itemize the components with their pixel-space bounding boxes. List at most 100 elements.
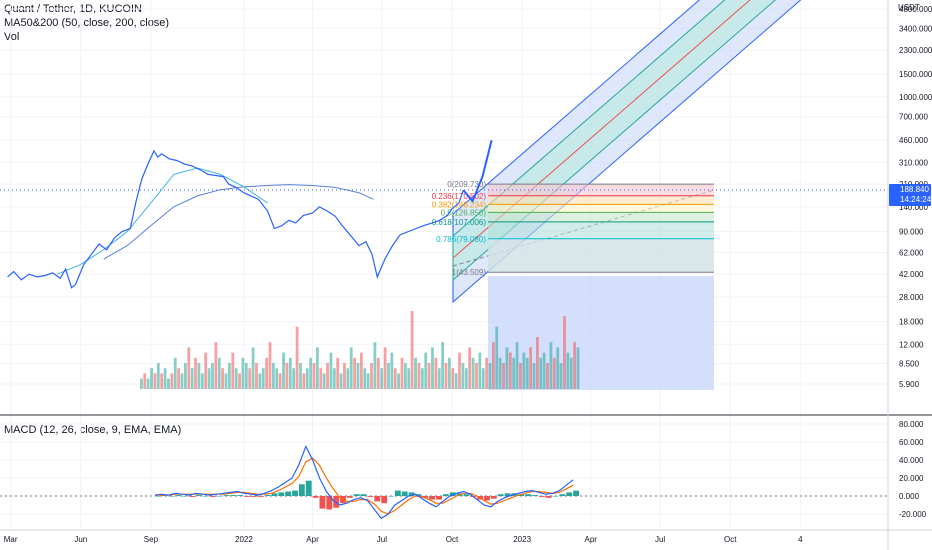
- price-axis-tick: 4800.000: [899, 5, 932, 14]
- volume-bar: [302, 373, 306, 389]
- volume-bar: [326, 363, 329, 389]
- fib-level-label: 0.618(107.006): [432, 218, 487, 227]
- volume-bar: [349, 347, 353, 389]
- macd-histogram-bar: [271, 493, 278, 496]
- macd-histogram-bar: [264, 495, 271, 496]
- volume-bar: [153, 373, 157, 389]
- price-axis-tick: 460.000: [899, 136, 928, 145]
- macd-axis-tick: 20.000: [899, 474, 924, 483]
- volume-bar: [458, 352, 461, 389]
- volume-bar: [167, 378, 170, 389]
- volume-bar: [190, 368, 194, 389]
- volume-bar: [454, 373, 458, 389]
- macd-indicator-label[interactable]: MACD (12, 26, close, 9, EMA, EMA): [4, 424, 182, 436]
- time-axis-tick: Sep: [144, 535, 159, 544]
- macd-histogram-bar: [422, 496, 429, 498]
- ma-indicator-label[interactable]: MA50&200 (50, close, 200, close): [4, 17, 170, 29]
- macd-signal-line: [155, 457, 574, 515]
- macd-axis-tick: -20.000: [899, 510, 927, 519]
- price-axis-tick: 700.000: [899, 113, 928, 122]
- macd-histogram-bar: [388, 496, 394, 497]
- price-axis-tick: 3400.000: [899, 24, 932, 33]
- macd-line: [154, 445, 574, 520]
- volume-bar: [143, 373, 147, 389]
- volume-bar: [481, 368, 485, 389]
- macd-histogram-bar: [175, 495, 182, 496]
- macd-histogram-bar: [278, 492, 285, 496]
- macd-axis-tick: 60.000: [899, 438, 924, 447]
- macd-histogram-bar: [538, 496, 545, 497]
- volume-bar: [573, 342, 577, 389]
- price-axis-tick: 2300.000: [899, 46, 932, 55]
- macd-histogram-bar: [257, 496, 264, 497]
- volume-bar: [224, 373, 228, 389]
- volume-bar: [140, 378, 143, 389]
- price-axis-tick: 90.000: [899, 228, 924, 237]
- volume-bar: [569, 357, 573, 389]
- volume-bar: [312, 363, 316, 389]
- volume-bar: [404, 363, 407, 389]
- volume-bar: [177, 368, 181, 389]
- macd-histogram-bar: [490, 496, 497, 499]
- volume-bar: [146, 378, 150, 389]
- macd-histogram-bar: [566, 492, 573, 496]
- volume-bar: [546, 363, 549, 389]
- macd-pane: [0, 445, 888, 520]
- volume-bar: [343, 363, 346, 389]
- volume-bar: [431, 347, 434, 389]
- volume-bar: [207, 368, 211, 389]
- projection-area: [488, 276, 714, 390]
- volume-bar: [387, 363, 390, 389]
- volume-bar: [502, 363, 505, 389]
- volume-bar: [251, 347, 255, 389]
- volume-bar: [309, 357, 313, 389]
- price-axis-tick: 18.000: [899, 318, 924, 327]
- fib-level-label: 0.382(146.234): [432, 200, 487, 209]
- macd-histogram-bar: [573, 490, 579, 496]
- volume-bar: [536, 337, 539, 389]
- macd-histogram-bar: [504, 493, 511, 496]
- fib-zone: [488, 195, 714, 205]
- macd-histogram-bar: [525, 494, 532, 496]
- volume-bar: [244, 363, 248, 389]
- volume-bar: [288, 357, 292, 389]
- time-axis-tick: Jul: [377, 535, 387, 544]
- volume-bar: [204, 352, 208, 389]
- volume-bar: [390, 352, 394, 389]
- volume-bar: [316, 347, 319, 389]
- volume-bar: [556, 347, 560, 389]
- macd-histogram-bar: [484, 496, 490, 501]
- volume-bar: [322, 373, 326, 389]
- volume-bar: [441, 342, 445, 389]
- macd-histogram-bar: [223, 495, 230, 496]
- volume-bar: [519, 363, 522, 389]
- volume-bar: [448, 357, 451, 389]
- volume-bar: [231, 352, 235, 389]
- macd-axis-tick: 0.000: [899, 492, 920, 501]
- volume-bar: [522, 352, 526, 389]
- macd-histogram-bar: [559, 494, 566, 496]
- volume-bar: [241, 357, 245, 389]
- volume-indicator-label[interactable]: Vol: [4, 31, 20, 43]
- fib-level-label: 0.786(79.080): [436, 235, 486, 244]
- macd-histogram-bar: [319, 496, 326, 509]
- macd-histogram-bar: [298, 484, 305, 496]
- volume-bar: [275, 368, 279, 389]
- price-axis-tick: 1000.000: [899, 93, 932, 102]
- volume-bar: [373, 342, 377, 389]
- volume-bar: [475, 363, 478, 389]
- volume-bar: [356, 363, 360, 389]
- macd-histogram-bar: [250, 496, 257, 497]
- fib-zone: [488, 221, 714, 239]
- macd-histogram-bar: [401, 491, 408, 496]
- macd-histogram-bar: [497, 494, 504, 496]
- volume-bar: [505, 347, 509, 389]
- macd-histogram-bar: [189, 496, 196, 497]
- volume-bar: [305, 368, 309, 389]
- volume-bar: [319, 368, 323, 389]
- volume-bar: [495, 326, 499, 389]
- time-axis-tick: 2022: [235, 535, 253, 544]
- macd-histogram-bar: [360, 494, 367, 496]
- volume-bar: [424, 352, 428, 389]
